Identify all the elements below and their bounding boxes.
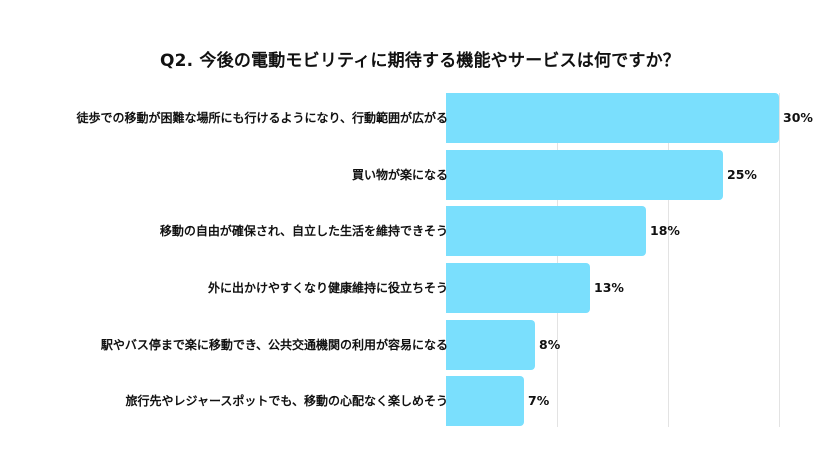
value-label: 30% [783, 110, 813, 125]
category-label: 徒歩での移動が困難な場所にも行けるようになり、行動範囲が広がる [76, 111, 448, 125]
plot-area: 30% 25% 18% 13% 8% 7% [446, 93, 813, 427]
bar [446, 93, 779, 143]
gridline-20 [668, 93, 669, 427]
bar [446, 376, 524, 426]
bar [446, 263, 590, 313]
bar [446, 320, 535, 370]
gridline-30 [779, 93, 780, 427]
category-label: 旅行先やレジャースポットでも、移動の心配なく楽しめそう [125, 394, 448, 408]
category-label: 移動の自由が確保され、自立した生活を維持できそう [159, 224, 448, 238]
value-label: 8% [539, 337, 561, 352]
bar [446, 150, 723, 200]
category-label: 駅やバス停まで楽に移動でき、公共交通機関の利用が容易になる [100, 338, 448, 352]
value-label: 13% [594, 280, 624, 295]
value-label: 25% [727, 167, 757, 182]
value-label: 18% [650, 223, 680, 238]
gridline-10 [557, 93, 558, 427]
category-label: 買い物が楽になる [351, 168, 448, 182]
bar [446, 206, 646, 256]
value-label: 7% [528, 393, 550, 408]
chart-title: Q2. 今後の電動モビリティに期待する機能やサービスは何ですか？ [159, 51, 681, 71]
category-label: 外に出かけやすくなり健康維持に役立ちそう [207, 281, 448, 295]
